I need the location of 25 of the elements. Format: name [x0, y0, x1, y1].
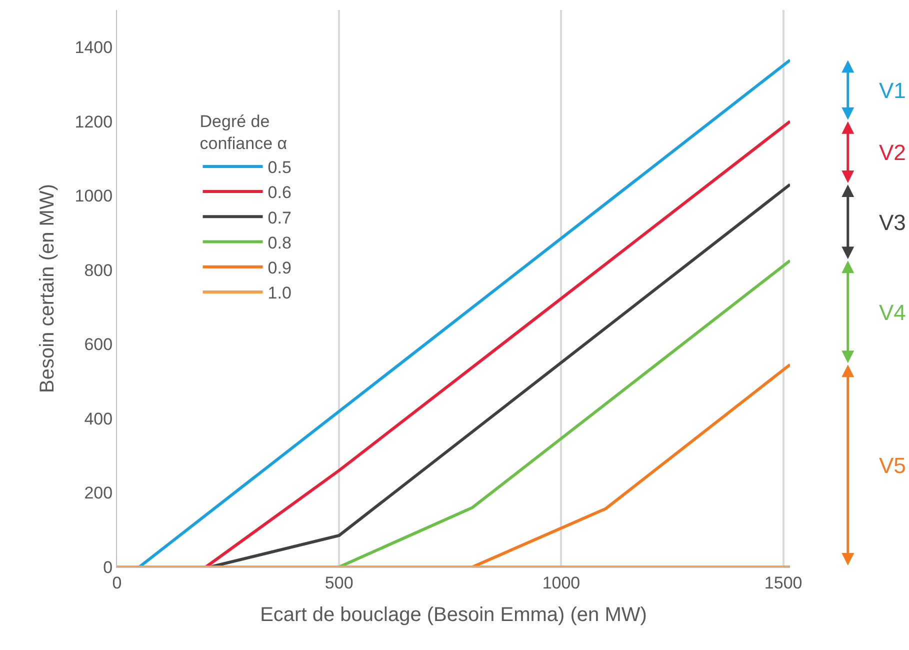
legend-label: 0.8 — [268, 233, 292, 252]
text: V3 — [879, 210, 906, 235]
y-tick-label: 1200 — [74, 112, 113, 132]
x-axis-title: Ecart de bouclage (Besoin Emma) (en MW) — [260, 604, 647, 626]
y-tick-label: 800 — [84, 260, 113, 280]
y-tick-label: 1400 — [74, 38, 113, 58]
x-tick-label: 1500 — [764, 573, 802, 592]
y-tick-label: 600 — [84, 335, 113, 354]
legend-label: 0.9 — [268, 258, 292, 278]
y-tick-label: 1000 — [74, 186, 113, 206]
text: V1 — [879, 78, 906, 103]
legend-label: 1.0 — [268, 284, 292, 303]
text: V2 — [879, 140, 906, 165]
y-tick-label: 200 — [84, 484, 113, 503]
x-tick-label: 1000 — [542, 573, 580, 592]
y-axis-title: Besoin certain (en MW) — [36, 184, 58, 393]
y-tick-label: 400 — [84, 409, 113, 428]
legend-label: 0.6 — [268, 183, 292, 202]
legend-title: Degré de confiance α — [200, 112, 288, 153]
legend-label: 0.5 — [268, 158, 292, 178]
x-tick-label: 500 — [324, 573, 354, 592]
text: V4 — [879, 300, 906, 325]
legend-label: 0.7 — [268, 208, 292, 228]
text: V5 — [879, 453, 906, 478]
y-tick-label: 0 — [103, 558, 113, 577]
